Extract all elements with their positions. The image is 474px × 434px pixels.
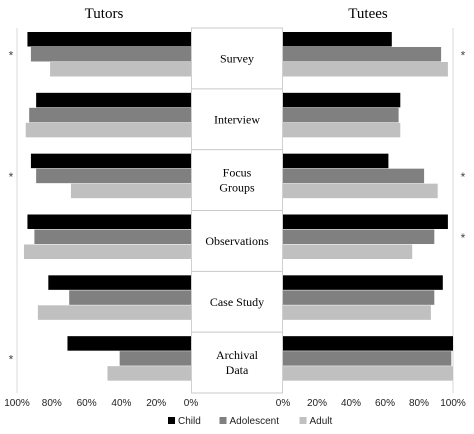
tutors-significance-marker: * <box>9 353 14 367</box>
category-label-line: Archival <box>216 348 259 362</box>
tutors-tick-label: 60% <box>77 398 97 409</box>
tutees-significance-marker: * <box>461 49 466 63</box>
tutees-significance-marker: * <box>461 231 466 245</box>
tutees-bar-adolescent <box>283 290 435 305</box>
tutors-bar-child <box>27 32 191 47</box>
tutors-bar-adolescent <box>36 168 191 184</box>
tutees-panel-title: Tutees <box>348 6 388 22</box>
tutors-tick-label: 0% <box>184 398 199 409</box>
legend-label-child: Child <box>178 416 201 427</box>
tutors-bar-child <box>67 336 191 351</box>
tutors-bar-child <box>48 275 191 290</box>
tutees-bar-child <box>283 275 443 290</box>
category-label: Survey <box>220 51 254 65</box>
tutees-bar-child <box>283 153 389 169</box>
tutors-bar-adolescent <box>34 229 192 244</box>
tutors-panel-title: Tutors <box>85 6 124 22</box>
tutees-tick-label: 80% <box>409 398 429 409</box>
tutees-tick-label: 0% <box>276 398 291 409</box>
tutees-bar-child <box>283 214 448 229</box>
tutees-bar-adolescent <box>283 229 435 244</box>
tutees-tick-label: 20% <box>307 398 327 409</box>
tutees-significance-marker: * <box>461 170 466 184</box>
tutees-bar-adult <box>283 305 431 320</box>
tutors-bar-adult <box>50 62 192 77</box>
tutees-bar-adult <box>283 62 448 77</box>
tutors-bar-adolescent <box>29 107 192 123</box>
category-label-line: Survey <box>220 51 254 65</box>
tutees-tick-label: 40% <box>341 398 361 409</box>
tutors-tick-label: 100% <box>4 398 30 409</box>
category-label-line: Data <box>226 363 249 377</box>
category-label-line: Case Study <box>210 295 264 309</box>
tutees-bar-adult <box>283 366 453 381</box>
tutors-bar-adult <box>37 305 191 320</box>
tutors-bar-adult <box>70 183 191 199</box>
category-label: Focus Groups <box>219 166 255 195</box>
legend-label-adolescent: Adolescent <box>230 416 280 427</box>
legend-swatch-child <box>168 417 175 424</box>
tutees-bar-adolescent <box>283 47 442 62</box>
tutees-bar-adult <box>283 183 438 199</box>
category-label: Archival Data <box>216 348 259 377</box>
tutees-bar-adult <box>283 122 401 138</box>
tutors-bar-child <box>27 214 191 229</box>
tutees-tick-label: 60% <box>375 398 395 409</box>
tutors-bar-adult <box>25 122 192 138</box>
tutors-bar-adolescent <box>119 351 191 366</box>
tutors-tick-label: 40% <box>111 398 131 409</box>
category-label-line: Observations <box>205 234 269 248</box>
tutors-bar-adolescent <box>30 47 192 62</box>
tutors-bar-child <box>36 92 191 108</box>
category-label-line: Focus <box>223 166 252 180</box>
tutors-significance-marker: * <box>9 170 14 184</box>
legend-swatch-adolescent <box>219 417 227 424</box>
category-label-line: Groups <box>219 181 255 195</box>
legend-swatch-adult <box>299 417 307 424</box>
tutors-significance-marker: * <box>9 49 14 63</box>
tutors-bar-child <box>30 153 192 169</box>
tutees-bar-child <box>283 32 392 47</box>
tutors-tick-label: 80% <box>42 398 62 409</box>
tutors-bar-adolescent <box>69 290 191 305</box>
tutees-bar-adolescent <box>283 351 452 366</box>
tutors-bar-adult <box>107 366 191 381</box>
tutors-bar-adult <box>23 244 192 259</box>
tutees-bar-adolescent <box>283 107 399 123</box>
category-label: Observations <box>205 234 269 248</box>
tutees-bar-adult <box>283 244 413 259</box>
category-label: Case Study <box>210 295 264 309</box>
tutees-bar-child <box>283 92 401 108</box>
tutors-tick-label: 20% <box>146 398 166 409</box>
legend-label-adult: Adult <box>310 416 333 427</box>
category-label: Interview <box>214 112 260 126</box>
tutees-bar-child <box>283 336 453 351</box>
tutees-bar-adolescent <box>283 168 425 184</box>
tutees-tick-label: 100% <box>440 398 466 409</box>
category-label-line: Interview <box>214 112 260 126</box>
